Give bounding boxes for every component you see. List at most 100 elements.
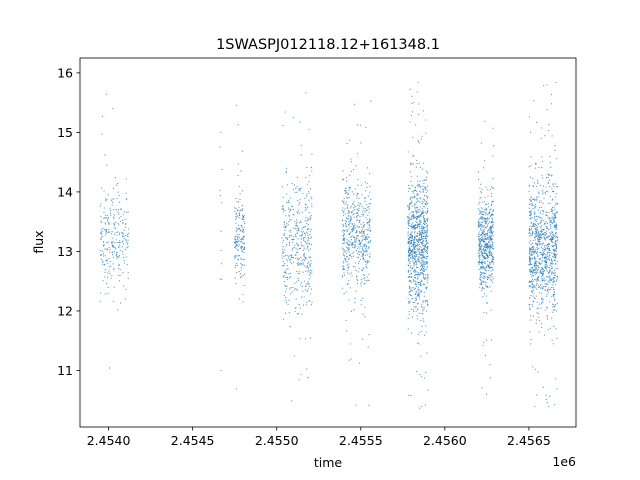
data-point bbox=[530, 200, 532, 202]
data-point bbox=[122, 222, 124, 225]
data-point bbox=[492, 248, 494, 250]
data-point bbox=[427, 196, 429, 198]
data-point bbox=[549, 275, 551, 277]
data-point bbox=[116, 234, 118, 236]
data-point bbox=[363, 209, 365, 211]
data-point bbox=[418, 256, 420, 258]
data-point bbox=[408, 225, 410, 227]
data-point bbox=[480, 280, 482, 282]
data-point bbox=[281, 237, 283, 239]
data-point bbox=[350, 170, 352, 173]
data-point bbox=[235, 236, 237, 238]
data-point bbox=[544, 237, 546, 239]
data-point bbox=[420, 191, 422, 193]
data-point bbox=[536, 246, 538, 248]
data-point bbox=[425, 178, 427, 181]
data-point bbox=[555, 250, 557, 252]
data-point bbox=[529, 252, 531, 254]
data-point bbox=[299, 247, 301, 249]
data-point bbox=[554, 149, 556, 151]
data-point bbox=[348, 359, 350, 361]
data-point bbox=[418, 260, 420, 262]
data-point bbox=[534, 223, 536, 225]
data-point bbox=[307, 234, 309, 237]
data-point bbox=[115, 227, 117, 229]
data-point bbox=[537, 235, 540, 237]
data-point bbox=[422, 228, 424, 230]
data-point bbox=[302, 192, 304, 194]
data-point bbox=[535, 243, 537, 245]
data-point bbox=[535, 284, 538, 286]
data-point bbox=[485, 226, 487, 228]
data-point bbox=[529, 213, 532, 215]
data-point bbox=[492, 263, 495, 265]
data-point bbox=[539, 270, 542, 272]
data-point bbox=[369, 185, 371, 187]
data-point bbox=[410, 256, 412, 259]
data-point bbox=[235, 197, 237, 200]
data-point bbox=[554, 309, 556, 311]
data-point bbox=[343, 249, 345, 251]
data-point bbox=[413, 197, 415, 199]
plot-frame bbox=[79, 57, 577, 428]
data-point bbox=[242, 216, 245, 218]
data-point bbox=[534, 287, 536, 289]
data-point bbox=[367, 228, 369, 230]
data-point bbox=[360, 230, 363, 232]
data-point bbox=[289, 259, 291, 261]
data-point bbox=[292, 208, 294, 211]
data-point bbox=[532, 249, 535, 251]
data-point bbox=[492, 267, 494, 269]
data-point bbox=[548, 243, 550, 245]
data-point bbox=[413, 245, 415, 248]
data-point bbox=[484, 275, 486, 277]
data-point bbox=[291, 262, 293, 265]
data-point bbox=[551, 284, 553, 286]
data-point bbox=[423, 284, 425, 286]
data-point bbox=[419, 273, 422, 275]
data-point bbox=[235, 208, 237, 210]
data-point bbox=[420, 138, 422, 140]
data-point bbox=[537, 265, 539, 267]
data-point bbox=[346, 192, 348, 194]
data-point bbox=[235, 217, 238, 219]
data-point bbox=[543, 223, 545, 225]
data-point bbox=[292, 117, 294, 119]
data-point bbox=[343, 236, 345, 238]
data-point bbox=[540, 227, 542, 229]
data-point bbox=[542, 274, 544, 276]
data-point bbox=[308, 278, 310, 280]
data-point bbox=[288, 241, 291, 243]
data-point bbox=[354, 188, 356, 190]
data-point bbox=[420, 291, 422, 293]
data-point bbox=[480, 217, 482, 219]
data-point bbox=[106, 217, 108, 219]
data-point bbox=[297, 225, 299, 227]
data-point bbox=[308, 228, 310, 230]
data-point bbox=[411, 282, 413, 284]
data-point bbox=[412, 256, 415, 259]
data-point bbox=[554, 145, 556, 147]
data-point bbox=[484, 252, 486, 255]
data-point bbox=[541, 301, 543, 303]
data-point bbox=[483, 231, 485, 233]
data-point bbox=[490, 236, 492, 238]
data-point bbox=[354, 205, 356, 207]
data-point bbox=[425, 204, 427, 206]
data-point bbox=[347, 283, 349, 286]
data-point bbox=[303, 239, 305, 241]
data-point bbox=[538, 303, 541, 305]
data-point bbox=[551, 218, 553, 220]
data-point bbox=[536, 260, 538, 263]
data-point bbox=[411, 111, 414, 113]
data-point bbox=[119, 244, 121, 246]
data-point bbox=[534, 233, 536, 235]
data-point bbox=[489, 229, 492, 231]
data-point bbox=[345, 203, 347, 205]
data-point bbox=[370, 100, 372, 102]
data-point bbox=[369, 241, 371, 243]
data-point bbox=[552, 221, 554, 223]
data-point bbox=[416, 315, 418, 317]
data-point bbox=[122, 234, 124, 236]
data-point bbox=[348, 266, 350, 268]
